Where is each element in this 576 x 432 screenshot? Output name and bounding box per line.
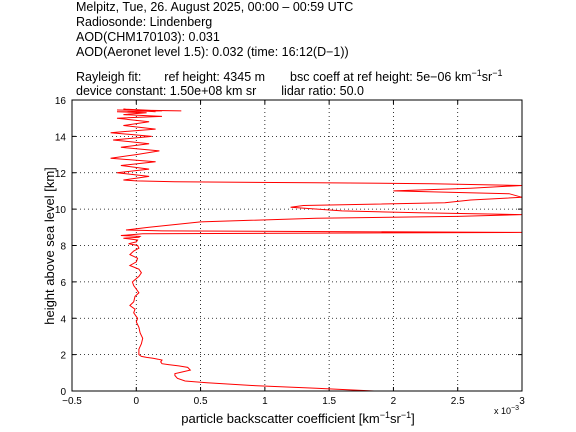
- x-tick-label: 2: [391, 396, 397, 407]
- x-tick-label: 0: [134, 396, 140, 407]
- y-tick-label: 12: [55, 169, 67, 180]
- ref-height: ref height: 4345 m: [164, 70, 266, 85]
- x-tick-label: 2.5: [451, 396, 465, 407]
- x-tick-label: 3: [519, 396, 525, 407]
- lidar-ratio: lidar ratio: 50.0: [281, 84, 364, 98]
- y-tick-label: 2: [60, 351, 66, 362]
- y-tick-label: 0: [60, 387, 66, 398]
- header-location-time: Melpitz, Tue, 26. August 2025, 00:00 – 0…: [76, 0, 354, 14]
- header-rayleigh-line: Rayleigh fit: ref height: 4345 m bsc coe…: [76, 66, 502, 85]
- y-tick-label: 16: [55, 96, 67, 107]
- backscatter-profile-line: [110, 108, 523, 392]
- y-tick-label: 8: [60, 242, 66, 253]
- y-tick-label: 4: [60, 314, 66, 325]
- y-tick-label: 14: [55, 132, 67, 143]
- rayleigh-fit-label: Rayleigh fit:: [76, 70, 142, 85]
- y-axis-label: height above sea level [km]: [42, 167, 57, 325]
- header-aod-aeronet: AOD(Aeronet level 1.5): 0.032 (time: 16:…: [76, 45, 349, 59]
- x-tick-label: 1.5: [322, 396, 336, 407]
- bsc-coeff: bsc coeff at ref height: 5e−06 km−1sr−1: [290, 68, 503, 85]
- x-exponent-label: x 10−3: [494, 405, 519, 416]
- x-tick-label: −0.5: [62, 396, 82, 407]
- y-tick-label: 6: [60, 278, 66, 289]
- x-tick-label: 1: [262, 396, 268, 407]
- plot-frame: [71, 99, 523, 392]
- device-constant: device constant: 1.50e+08 km sr: [76, 84, 257, 98]
- header-device-line: device constant: 1.50e+08 km sr lidar ra…: [76, 84, 364, 99]
- x-axis-label: particle backscatter coefficient [km−1sr…: [181, 410, 414, 426]
- header-radiosonde: Radiosonde: Lindenberg: [76, 15, 213, 29]
- header-aod-chm: AOD(CHM170103): 0.031: [76, 30, 220, 44]
- y-tick-label: 10: [55, 205, 67, 216]
- x-tick-label: 0.5: [194, 396, 208, 407]
